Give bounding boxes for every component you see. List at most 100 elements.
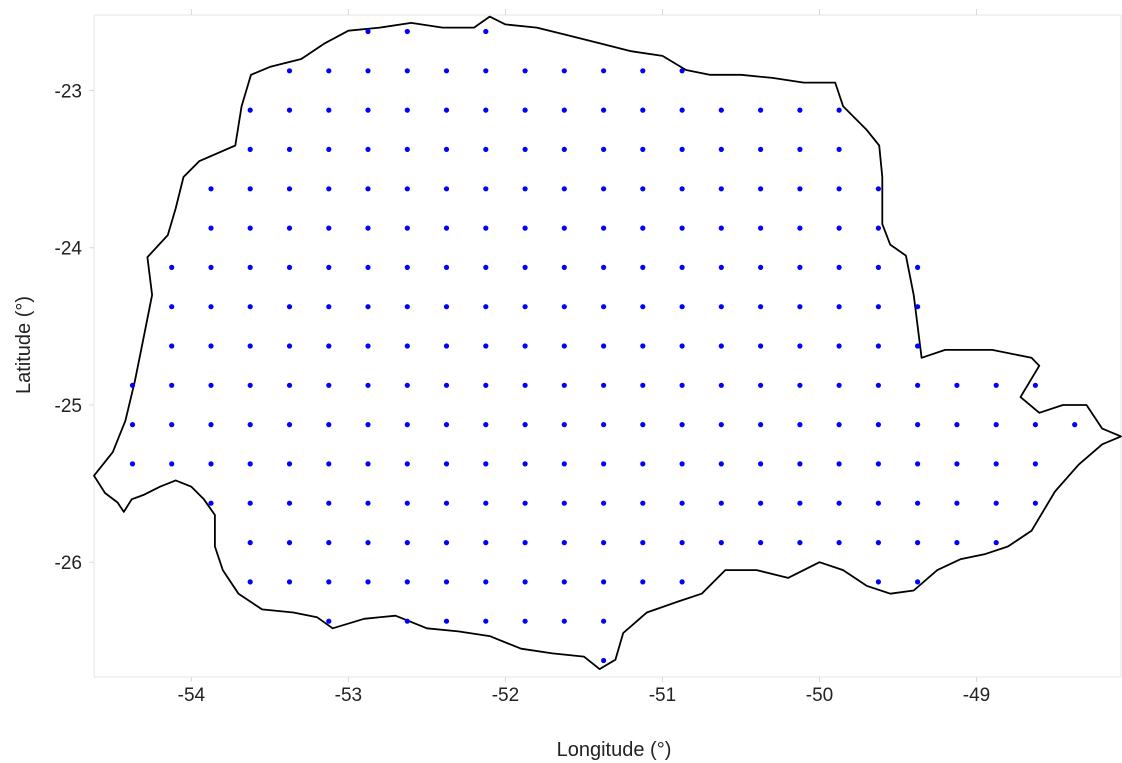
grid-point [247,461,253,467]
grid-point [718,186,724,192]
grid-point [404,382,410,388]
grid-point [365,146,371,152]
grid-point [875,500,882,506]
grid-point [561,500,567,506]
x-tick-label: -50 [806,685,833,706]
grid-point [758,461,764,467]
grid-point [797,500,803,506]
grid-point [522,500,528,506]
y-tick-label: -23 [55,81,82,102]
grid-point [443,343,450,349]
grid-point [561,382,567,388]
grid-point [797,304,803,310]
grid-point [679,186,685,192]
grid-point [836,422,842,428]
grid-point [522,422,528,428]
grid-point [915,540,921,546]
x-tick-label: -51 [649,685,676,706]
grid-point [443,382,450,388]
grid-point [679,382,685,388]
grid-point [640,540,646,546]
y-axis-tick-labels: -23 -24 -25 -26 [55,81,83,574]
grid-point [679,304,685,310]
grid-point [640,225,646,231]
grid-point [169,343,175,349]
grid-point [443,618,450,624]
grid-point [483,28,489,35]
grid-point [326,382,332,388]
grid-point [561,304,567,310]
grid-point [640,500,646,506]
grid-point [640,68,646,74]
grid-point [797,461,803,467]
grid-point [836,500,842,506]
grid-point [365,225,371,231]
grid-point [483,422,489,428]
grid-point [365,186,371,192]
grid-point [522,68,528,74]
x-tick-label: -54 [178,685,206,706]
grid-point [601,618,607,624]
grid-point [365,422,371,428]
grid-point [365,382,371,388]
grid-point [915,579,921,585]
grid-point [875,186,882,192]
x-axis-tick-labels: -54 -53 -52 -51 -50 -49 [178,685,991,706]
grid-point [836,540,842,546]
grid-point [915,422,921,428]
grid-point [679,225,685,231]
grid-point [286,461,293,467]
grid-point [404,422,410,428]
grid-point [679,579,685,585]
grid-point [601,422,607,428]
grid-point [483,68,489,74]
grid-point [247,579,253,585]
grid-point [365,500,371,506]
grid-point [443,461,450,467]
grid-point [797,146,803,152]
grid-point [208,225,214,231]
grid-point [522,264,528,270]
grid-point [836,225,842,231]
grid-point [286,540,293,546]
grid-point [718,107,724,113]
grid-point [836,304,842,310]
grid-point [718,382,724,388]
grid-point [640,146,646,152]
grid-point [286,500,293,506]
grid-point [286,107,293,113]
grid-point [797,422,803,428]
grid-point [601,540,607,546]
grid-point [247,264,253,270]
grid-point [561,618,567,624]
grid-point [836,382,842,388]
grid-point [326,304,332,310]
grid-point [836,186,842,192]
grid-point [483,146,489,152]
grid-point [875,304,882,310]
grid-point [208,500,214,506]
grid-point [404,107,410,113]
grid-point [758,186,764,192]
grid-point [404,304,410,310]
grid-point [326,540,332,546]
grid-point [522,540,528,546]
grid-point [365,68,371,74]
grid-point [404,146,410,152]
grid-point [875,225,882,231]
grid-point [404,618,410,624]
grid-point [286,382,293,388]
grid-point [640,382,646,388]
grid-point [679,422,685,428]
grid-point [993,382,999,388]
grid-point [522,304,528,310]
grid-point [443,304,450,310]
grid-point [326,343,332,349]
grid-point [836,264,842,270]
grid-point [718,264,724,270]
grid-point [483,461,489,467]
y-axis-title: Latitude (°) [13,296,35,394]
grid-point [679,461,685,467]
grid-point [679,107,685,113]
grid-point [797,264,803,270]
